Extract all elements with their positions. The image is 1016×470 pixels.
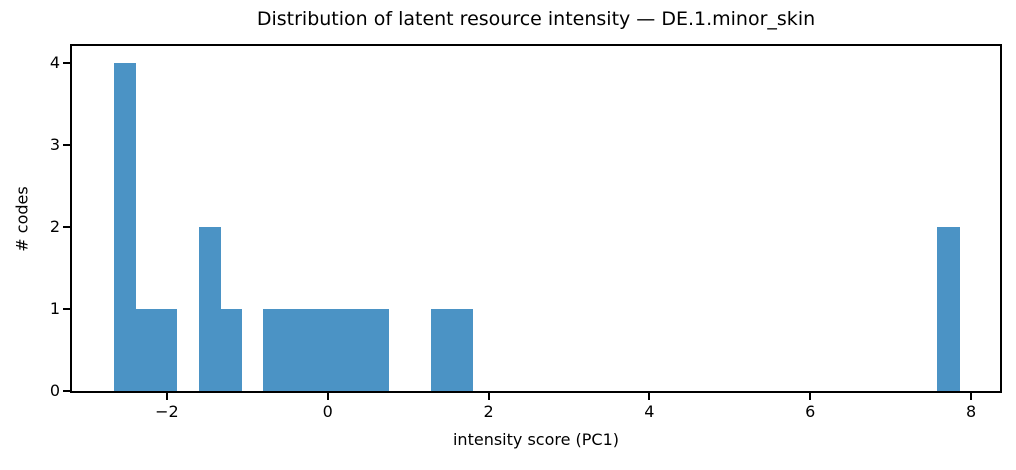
x-axis-label: intensity score (PC1) [452,430,619,449]
y-tick-mark [63,62,70,65]
x-tick-mark [809,393,812,400]
y-tick-mark [63,390,70,392]
histogram-bar [113,63,137,391]
x-tick-label: −2 [155,402,179,421]
histogram-bar [199,227,221,391]
x-tick-mark [648,393,651,400]
y-tick-label: 0 [49,381,60,400]
plot-area [70,44,1002,393]
histogram-bar [220,309,243,391]
y-tick-mark [63,226,70,229]
histogram-bar [937,227,960,391]
y-tick-label: 3 [49,135,60,155]
bars-layer [72,46,1000,391]
x-tick-label: 2 [483,402,494,421]
x-tick-label: 6 [805,402,816,421]
y-tick-label: 2 [49,217,60,237]
x-tick-label: 8 [965,402,977,421]
histogram-bar [430,309,474,391]
y-tick-mark [63,144,70,147]
histogram-bar [136,309,178,391]
y-tick-mark [63,308,70,311]
x-tick-mark [165,393,168,400]
x-tick-mark [487,393,490,400]
x-tick-label: 0 [322,402,333,421]
x-tick-label: 4 [644,402,655,421]
y-tick-label: 4 [49,53,60,73]
histogram-bar [262,309,389,391]
x-tick-mark [326,393,329,400]
chart-title: Distribution of latent resource intensit… [256,8,816,30]
y-tick-label: 1 [49,299,60,319]
x-tick-mark [970,393,973,400]
